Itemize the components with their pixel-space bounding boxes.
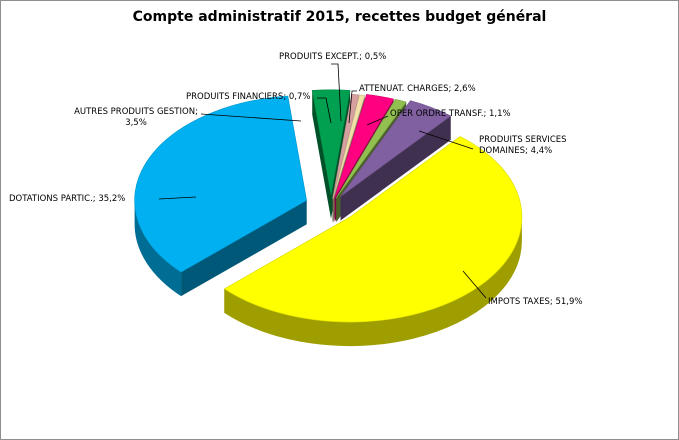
leader-lines bbox=[158, 63, 487, 299]
leader-line-8 bbox=[366, 115, 389, 126]
data-label-1: PRODUITS SERVICES DOMAINES; 4,4% bbox=[479, 135, 567, 156]
pie-slice-cut-face bbox=[181, 200, 307, 297]
data-label-3: DOTATIONS PARTIC.; 35,2% bbox=[9, 194, 125, 204]
data-label-8: OPER ORDRE TRANSF.; 1,1% bbox=[390, 109, 511, 119]
data-label-2: IMPOTS TAXES; 51,9% bbox=[488, 297, 582, 307]
pie-slice-6 bbox=[332, 94, 366, 199]
data-label-7: ATTENUAT. CHARGES; 2,6% bbox=[359, 84, 476, 94]
pie-slice-cut-face bbox=[340, 115, 451, 221]
leader-line-7 bbox=[348, 90, 357, 124]
data-label-5: PRODUITS FINANCIERS; 0,7% bbox=[186, 92, 311, 102]
leader-line-5 bbox=[317, 97, 332, 124]
leader-line-6 bbox=[331, 63, 342, 122]
pie-slice-1 bbox=[340, 100, 452, 197]
data-label-6: PRODUITS EXCEPT.; 0,5% bbox=[279, 52, 386, 62]
pie-slice-3 bbox=[134, 95, 307, 273]
pie-slice-8 bbox=[335, 98, 407, 199]
pie-slice-2 bbox=[223, 136, 523, 323]
data-label-4: AUTRES PRODUITS GESTION; 3,5% bbox=[74, 107, 198, 128]
leader-line-2 bbox=[462, 270, 487, 299]
leader-line-3 bbox=[158, 196, 197, 200]
leader-line-4 bbox=[200, 113, 302, 122]
pie-slices bbox=[134, 89, 523, 347]
pie-slice-side bbox=[134, 200, 182, 297]
leader-line-1 bbox=[418, 130, 474, 150]
chart-title: Compte administratif 2015, recettes budg… bbox=[132, 9, 547, 25]
pie-slice-side bbox=[224, 217, 522, 347]
pie-slice-cut-face bbox=[312, 90, 332, 219]
